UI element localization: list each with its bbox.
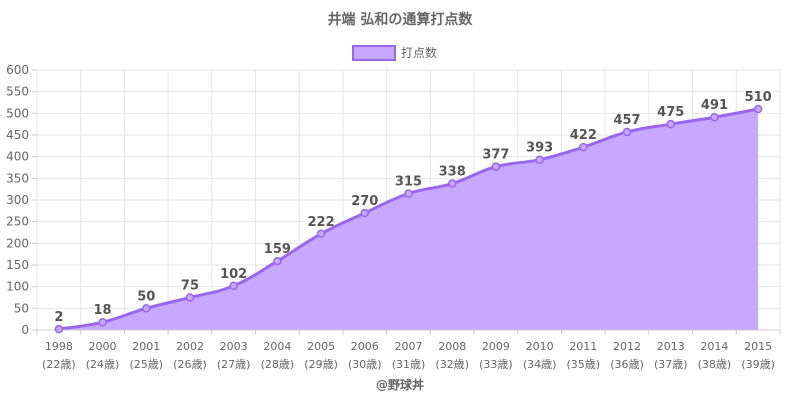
y-axis: 0 50 100 150 200 250 300 350 400 450 500 550 600 xyxy=(6,63,37,337)
data-label: 315 xyxy=(395,175,422,190)
data-point[interactable] xyxy=(579,142,588,152)
y-tick-label: 200 xyxy=(6,236,29,250)
data-label: 393 xyxy=(526,141,553,156)
x-tick-label: 2009 xyxy=(482,340,510,353)
y-tick-label: 350 xyxy=(6,171,29,185)
y-tick-label: 550 xyxy=(6,85,29,99)
x-tick-sublabel: (31歳) xyxy=(392,358,426,371)
x-tick-sublabel: (38歳) xyxy=(698,358,732,371)
data-label: 18 xyxy=(94,303,112,318)
y-tick-label: 0 xyxy=(21,323,29,337)
data-label: 510 xyxy=(745,90,772,105)
x-tick-label: 2004 xyxy=(263,340,291,353)
x-tick-label: 2005 xyxy=(307,340,335,353)
x-tick-sublabel: (34歳) xyxy=(523,358,557,371)
legend-swatch xyxy=(352,45,396,61)
x-tick-label: 1998 xyxy=(45,340,73,353)
data-point[interactable] xyxy=(142,304,151,313)
x-axis: 1998 (22歳) 2000 (24歳) 2001 (25歳) 2002 (26歳) 2003… xyxy=(36,329,781,371)
data-point[interactable] xyxy=(273,256,282,266)
data-label: 475 xyxy=(657,105,684,120)
data-label: 222 xyxy=(308,215,335,230)
data-labels: 2 18 50 75 102 159 222 270 315 338 377 393 422 457 475… xyxy=(54,90,771,325)
x-tick-sublabel: (29歳) xyxy=(304,358,338,371)
y-tick-label: 300 xyxy=(6,193,29,207)
x-tick-sublabel: (33歳) xyxy=(479,358,513,371)
x-tick-sublabel: (36歳) xyxy=(610,358,644,371)
series-area xyxy=(58,109,759,330)
x-tick-label: 2015 xyxy=(744,340,772,353)
data-label: 270 xyxy=(351,194,378,209)
data-points xyxy=(54,104,763,334)
x-tick-label: 2007 xyxy=(395,340,423,353)
data-label: 159 xyxy=(264,242,291,257)
x-tick-label: 2006 xyxy=(351,340,379,353)
legend-label: 打点数 xyxy=(401,45,437,60)
x-tick-sublabel: (37歳) xyxy=(654,358,688,371)
data-point[interactable] xyxy=(404,189,413,198)
y-tick-label: 100 xyxy=(6,280,29,294)
y-tick-label: 250 xyxy=(6,215,29,229)
data-area xyxy=(58,107,759,331)
data-label: 457 xyxy=(613,113,640,128)
x-tick-label: 2013 xyxy=(657,340,685,353)
x-tick-sublabel: (28歳) xyxy=(261,358,295,371)
x-tick-sublabel: (35歳) xyxy=(567,358,601,371)
y-tick-label: 450 xyxy=(6,128,29,142)
x-tick-label: 2003 xyxy=(220,340,248,353)
x-tick-sublabel: (24歳) xyxy=(86,358,120,371)
data-point[interactable] xyxy=(185,293,195,302)
data-point[interactable] xyxy=(710,112,719,122)
x-tick-label: 2011 xyxy=(569,340,597,353)
x-tick-label: 2014 xyxy=(700,340,728,353)
data-label: 75 xyxy=(181,279,199,294)
data-point[interactable] xyxy=(447,179,457,188)
data-point[interactable] xyxy=(491,162,501,171)
data-label: 338 xyxy=(439,165,466,180)
data-point[interactable] xyxy=(753,104,763,114)
x-tick-sublabel: (25歳) xyxy=(129,358,163,371)
y-tick-label: 400 xyxy=(6,150,29,164)
data-point[interactable] xyxy=(316,229,326,239)
data-label: 50 xyxy=(137,289,155,304)
data-point[interactable] xyxy=(360,208,370,218)
x-tick-label: 2012 xyxy=(613,340,641,353)
data-point[interactable] xyxy=(622,127,632,137)
data-point[interactable] xyxy=(54,324,64,334)
y-tick-label: 500 xyxy=(6,106,29,120)
x-tick-label: 2002 xyxy=(176,340,204,353)
data-label: 422 xyxy=(570,128,597,143)
x-tick-sublabel: (39歳) xyxy=(741,358,775,371)
y-tick-label: 600 xyxy=(6,63,29,77)
x-tick-label: 2000 xyxy=(89,340,117,353)
data-label: 377 xyxy=(482,148,509,163)
x-tick-sublabel: (22歳) xyxy=(42,358,76,371)
x-tick-label: 2008 xyxy=(438,340,466,353)
data-label: 491 xyxy=(701,98,728,113)
data-label: 102 xyxy=(220,267,247,282)
data-point[interactable] xyxy=(98,317,107,327)
x-tick-sublabel: (30歳) xyxy=(348,358,382,371)
credit-text: @野球丼 xyxy=(376,377,424,392)
data-point[interactable] xyxy=(535,155,544,164)
legend[interactable]: 打点数 xyxy=(352,45,437,61)
y-tick-label: 50 xyxy=(14,301,29,315)
y-tick-label: 150 xyxy=(6,258,29,272)
x-tick-sublabel: (26歳) xyxy=(173,358,207,371)
data-point[interactable] xyxy=(666,119,675,129)
data-point[interactable] xyxy=(229,281,238,291)
x-tick-sublabel: (32歳) xyxy=(435,358,469,371)
x-tick-sublabel: (27歳) xyxy=(217,358,251,371)
data-label: 2 xyxy=(54,310,63,325)
x-tick-label: 2001 xyxy=(132,340,160,353)
chart-title: 井端 弘和の通算打点数 xyxy=(328,11,474,28)
x-tick-label: 2010 xyxy=(526,340,554,353)
